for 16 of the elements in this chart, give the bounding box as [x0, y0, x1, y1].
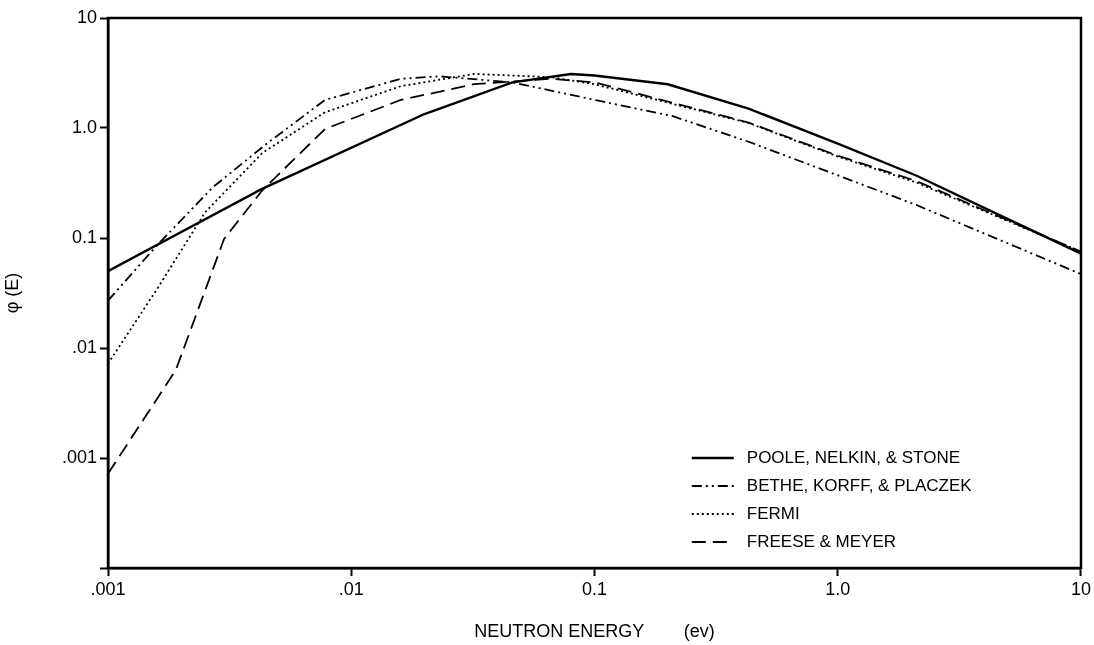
y-axis-title: φ (E) — [1, 272, 22, 314]
legend-label: BETHE, KORFF, & PLACZEK — [746, 475, 973, 495]
x-axis-title: NEUTRON ENERGY (ev) — [474, 621, 715, 642]
y-tick-label: .01 — [71, 336, 97, 357]
x-tick-label: .01 — [338, 578, 364, 599]
legend-label: POOLE, NELKIN, & STONE — [746, 447, 960, 467]
x-tick-label: 10 — [1070, 578, 1091, 599]
x-tick-label: 1.0 — [825, 578, 851, 599]
y-tick-label: 0.1 — [71, 226, 97, 247]
y-tick-label: .001 — [61, 446, 97, 467]
legend-label: FERMI — [746, 503, 800, 523]
x-tick-label: 0.1 — [581, 578, 608, 599]
y-tick-label: 10 — [76, 6, 97, 27]
legend-label: FREESE & MEYER — [746, 531, 897, 551]
y-tick-label: 1.0 — [71, 116, 97, 137]
x-tick-label: .001 — [90, 578, 126, 599]
